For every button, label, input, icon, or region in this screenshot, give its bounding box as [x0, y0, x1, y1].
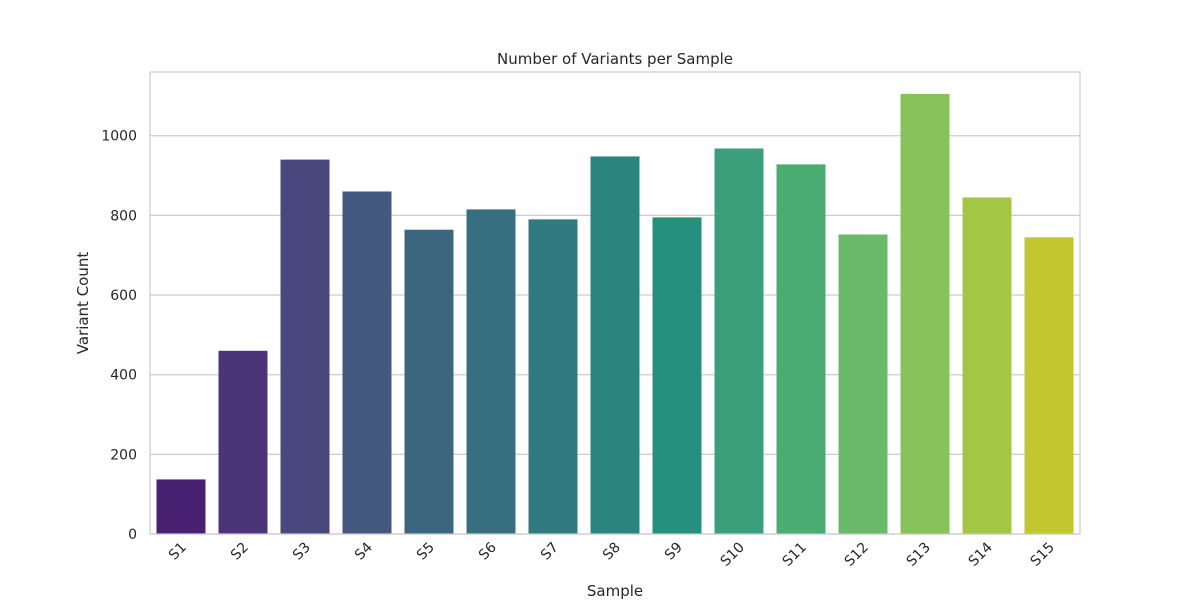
bar-s5 — [404, 229, 454, 535]
bar-s7 — [528, 219, 578, 535]
bar-s14 — [962, 197, 1012, 534]
bar-s3 — [280, 159, 330, 534]
bars — [156, 93, 1074, 535]
bar-s9 — [652, 217, 702, 534]
y-tick-label: 400 — [110, 368, 137, 384]
bar-s1 — [156, 479, 206, 534]
chart-title: Number of Variants per Sample — [497, 50, 733, 68]
bar-s15 — [1024, 237, 1074, 534]
y-tick-label: 200 — [110, 447, 137, 463]
bar-s12 — [838, 234, 888, 534]
bar-s13 — [900, 93, 950, 534]
plot-frame — [149, 71, 1081, 535]
y-tick-label: 0 — [128, 527, 137, 543]
bar-s10 — [714, 148, 764, 534]
y-tick-label: 1000 — [101, 129, 137, 145]
bar-s2 — [218, 350, 268, 534]
y-axis-label: Variant Count — [74, 252, 92, 355]
bar-s4 — [342, 191, 392, 534]
y-tick-label: 800 — [110, 208, 137, 224]
y-tick-label: 600 — [110, 288, 137, 304]
x-axis-label: Sample — [587, 582, 643, 600]
bar-s8 — [590, 156, 640, 534]
bar-s6 — [466, 209, 516, 535]
bar-s11 — [776, 164, 826, 534]
y-tick-labels: 0 200 400 600 800 1000 — [101, 129, 137, 543]
